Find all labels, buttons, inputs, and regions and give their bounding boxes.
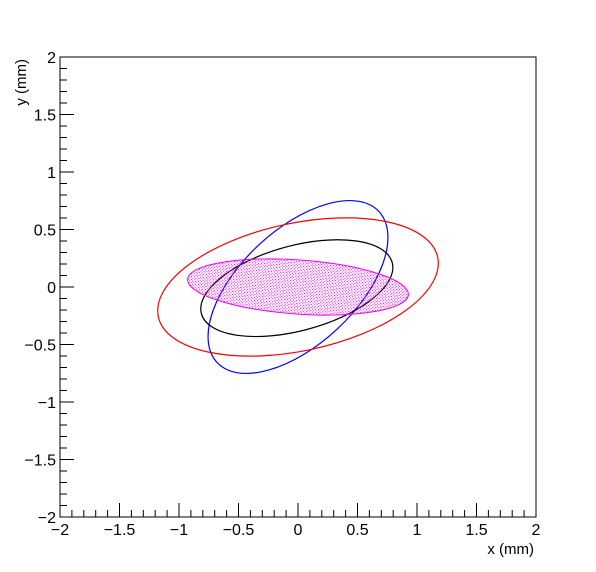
y-tick-label: 2 bbox=[47, 50, 56, 67]
series-layer bbox=[157, 199, 439, 375]
y-tick-label: 0.5 bbox=[34, 223, 56, 240]
x-tick-label: −1 bbox=[170, 522, 188, 539]
series-ellipse-3 bbox=[187, 258, 409, 316]
y-tick-label: −1 bbox=[38, 395, 56, 412]
y-tick-label: −2 bbox=[38, 510, 56, 527]
axes: −2 −1.5 −1 −0.5 0 0.5 1 1.5 2 −2 −1.5 −1 −0.5 0 0.5 1 1.… bbox=[24, 50, 540, 539]
x-tick-label: −0.5 bbox=[223, 522, 255, 539]
x-tick-label: 1.5 bbox=[465, 522, 487, 539]
y-tick-label: 1.5 bbox=[34, 108, 56, 125]
x-tick-label: 2 bbox=[532, 522, 541, 539]
x-tick-label: −1.5 bbox=[104, 522, 136, 539]
y-tick-label: −1.5 bbox=[24, 453, 56, 470]
series-ellipse-2 bbox=[200, 239, 394, 338]
x-tick-label: −2 bbox=[51, 522, 69, 539]
x-tick-label: 0.5 bbox=[346, 522, 368, 539]
series-ellipse-0 bbox=[207, 199, 389, 375]
x-tick-label: 1 bbox=[413, 522, 422, 539]
series-ellipse-1 bbox=[157, 217, 439, 357]
y-tick-label: 1 bbox=[47, 165, 56, 182]
x-axis-label: x (mm) bbox=[487, 541, 534, 558]
y-tick-label: 0 bbox=[47, 280, 56, 297]
x-tick-label: 0 bbox=[294, 522, 303, 539]
y-axis-label: y (mm) bbox=[13, 59, 30, 106]
y-tick-label: −0.5 bbox=[24, 338, 56, 355]
